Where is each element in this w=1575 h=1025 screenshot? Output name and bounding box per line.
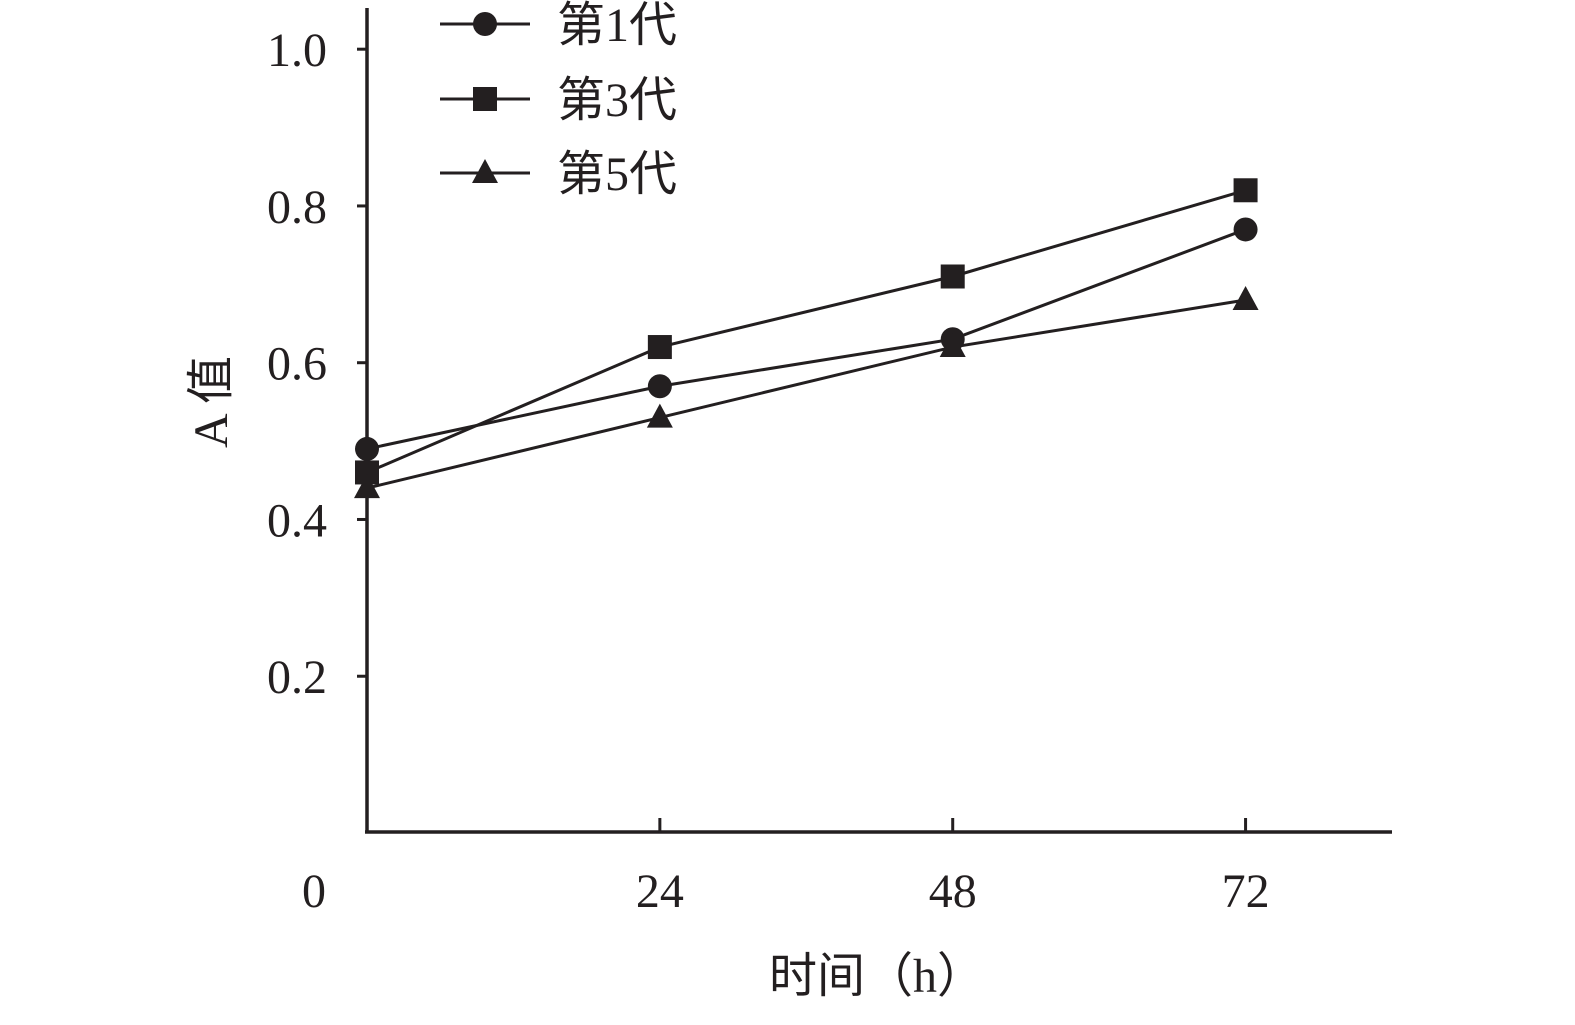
- series-line-3: [366, 298, 1246, 490]
- data-point-circle: [1233, 217, 1258, 242]
- y-tick-label: 0.8: [267, 181, 327, 234]
- data-point-square: [647, 335, 672, 360]
- x-tick-label: 0: [302, 865, 326, 918]
- legend-label: 第1代: [557, 0, 677, 52]
- legend-label: 第5代: [557, 148, 677, 201]
- data-point-circle: [647, 374, 672, 399]
- data-point-square: [1233, 178, 1258, 203]
- legend-label: 第3代: [557, 74, 677, 127]
- y-tick-label: 0.6: [267, 338, 327, 391]
- legend-marker-square: [473, 87, 497, 111]
- y-tick-label: 0.2: [267, 651, 327, 704]
- legend-marker-circle: [473, 12, 497, 36]
- legend-item: 第5代: [440, 148, 677, 201]
- data-point-triangle: [354, 474, 380, 499]
- y-axis-label: A 值: [185, 356, 238, 448]
- legend-marker-triangle: [472, 159, 498, 183]
- y-tick-label: 0.4: [267, 494, 327, 547]
- series-line-2: [366, 188, 1246, 474]
- data-point-triangle: [939, 333, 966, 358]
- data-point-triangle: [1232, 286, 1259, 311]
- legend-item: 第1代: [440, 0, 677, 52]
- x-axis-label: 时间（h）: [769, 950, 985, 1003]
- data-point-triangle: [646, 403, 673, 428]
- x-tick-label: 24: [636, 865, 684, 918]
- series-line-1: [366, 228, 1247, 451]
- legend-item: 第3代: [440, 74, 677, 127]
- data-point-square: [940, 264, 965, 289]
- data-point-circle: [355, 436, 379, 461]
- y-tick-label: 1.0: [267, 24, 327, 77]
- x-tick-label: 48: [929, 865, 977, 918]
- x-tick-label: 72: [1222, 865, 1270, 918]
